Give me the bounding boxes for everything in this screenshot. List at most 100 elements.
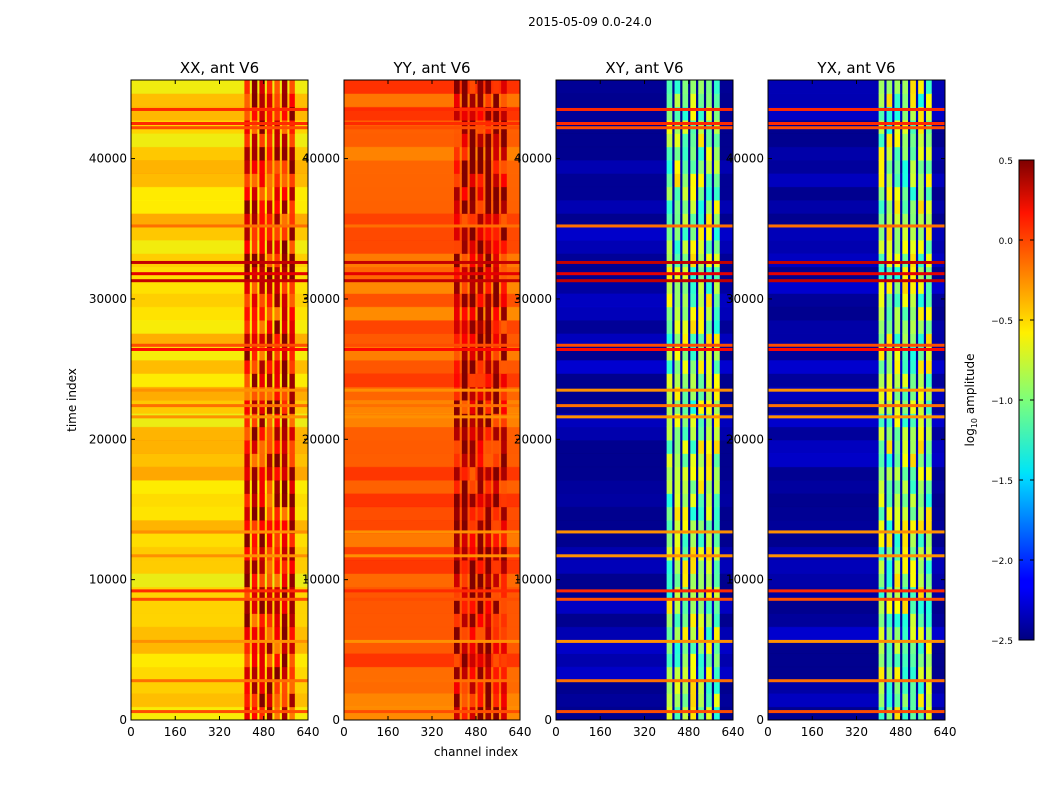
heatmap-cell [493, 213, 499, 228]
x-tick-label: 320 [421, 725, 444, 739]
heatmap-cell [714, 560, 720, 574]
heatmap-cell [289, 133, 295, 148]
heatmap-cell [886, 426, 893, 441]
heatmap-cell [477, 693, 484, 708]
heatmap-cell [918, 106, 924, 121]
heatmap-cell [501, 706, 507, 721]
heatmap-cell [894, 106, 901, 121]
heatmap-cell [477, 466, 484, 481]
heatmap-cell [501, 106, 507, 121]
heatmap-cell [266, 186, 273, 201]
heatmap-cell [469, 666, 476, 681]
heatmap-cell [698, 226, 704, 241]
heatmap-row [768, 560, 945, 574]
heatmap-cell [281, 333, 288, 348]
heatmap-cell [266, 106, 273, 121]
heatmap-cell [666, 320, 673, 334]
heatmap-cell [259, 440, 265, 454]
heatmap-cell [910, 440, 916, 454]
heatmap-cell [281, 146, 288, 161]
heatmap-cell [461, 333, 468, 348]
heatmap-cell [485, 80, 492, 94]
heatmap-cell [706, 386, 712, 401]
heatmap-cell [461, 626, 468, 641]
heatmap-cell [926, 533, 932, 548]
heatmap-cell [251, 346, 258, 361]
heatmap-cell [281, 600, 288, 614]
heatmap-cell [918, 506, 924, 521]
heatmap-cell [485, 480, 492, 494]
heatmap-cell [878, 320, 885, 334]
heatmap-cell [259, 560, 265, 574]
heatmap-cell [501, 240, 507, 254]
heatmap-row [131, 506, 308, 521]
heatmap-cell [501, 333, 507, 348]
heatmap-cell [251, 226, 258, 241]
heatmap-cell [469, 106, 476, 121]
heatmap-cell [666, 453, 673, 468]
heatmap-cell [666, 146, 673, 161]
flagged-row [768, 710, 945, 714]
heatmap-cell [281, 360, 288, 374]
y-tick-label: 0 [756, 713, 764, 727]
heatmap-cell [918, 480, 924, 494]
heatmap-cell [493, 160, 499, 174]
heatmap-cell [666, 573, 673, 588]
heatmap-cell [289, 533, 295, 548]
heatmap-cell [674, 373, 681, 388]
heatmap-cell [493, 200, 499, 214]
heatmap-cell [910, 373, 916, 388]
heatmap-cell [918, 80, 924, 94]
heatmap-cell [666, 586, 673, 601]
heatmap-cell [690, 413, 697, 428]
heatmap-cell [266, 213, 273, 228]
heatmap-cell [674, 693, 681, 708]
heatmap-cell [926, 80, 932, 94]
heatmap-cell [674, 240, 681, 254]
heatmap-cell [714, 133, 720, 148]
heatmap-cell [682, 186, 689, 201]
heatmap-cell [501, 546, 507, 561]
heatmap-cell [706, 426, 712, 441]
heatmap-cell [477, 506, 484, 521]
heatmap-cell [666, 213, 673, 228]
y-tick-label: 10000 [302, 573, 340, 587]
heatmap-cell [682, 240, 689, 254]
heatmap-cell [698, 80, 704, 94]
heatmap-cell [682, 600, 689, 614]
heatmap-cell [274, 373, 280, 388]
heatmap-cell [894, 453, 901, 468]
heatmap-cell [251, 413, 258, 428]
heatmap-cell [493, 626, 499, 641]
heatmap-cell [251, 560, 258, 574]
heatmap-cell [485, 693, 492, 708]
flagged-row [556, 343, 733, 347]
heatmap-cell [698, 386, 704, 401]
heatmap-cell [289, 520, 295, 534]
heatmap-cell [274, 546, 280, 561]
heatmap-cell [244, 160, 250, 174]
colorbar-label-suffix: amplitude [963, 354, 977, 418]
heatmap-cell [714, 360, 720, 374]
heatmap-row [556, 333, 733, 348]
heatmap-cell [666, 293, 673, 308]
heatmap-cell [244, 440, 250, 454]
heatmap-cell [477, 680, 484, 694]
heatmap-cell [251, 453, 258, 468]
heatmap-row [768, 666, 945, 681]
y-tick-label: 20000 [302, 432, 340, 446]
heatmap-cell [281, 186, 288, 201]
heatmap-cell [910, 186, 916, 201]
heatmap-cell [259, 80, 265, 94]
heatmap-row [344, 440, 520, 454]
heatmap-row [556, 466, 733, 481]
heatmap-cell [244, 426, 250, 441]
heatmap-cell [281, 386, 288, 401]
heatmap-cell [281, 346, 288, 361]
heatmap-cell [894, 320, 901, 334]
flagged-row [131, 554, 308, 558]
heatmap-cell [493, 93, 499, 108]
heatmap-cell [918, 93, 924, 108]
heatmap-cell [918, 533, 924, 548]
heatmap-cell [477, 626, 484, 641]
